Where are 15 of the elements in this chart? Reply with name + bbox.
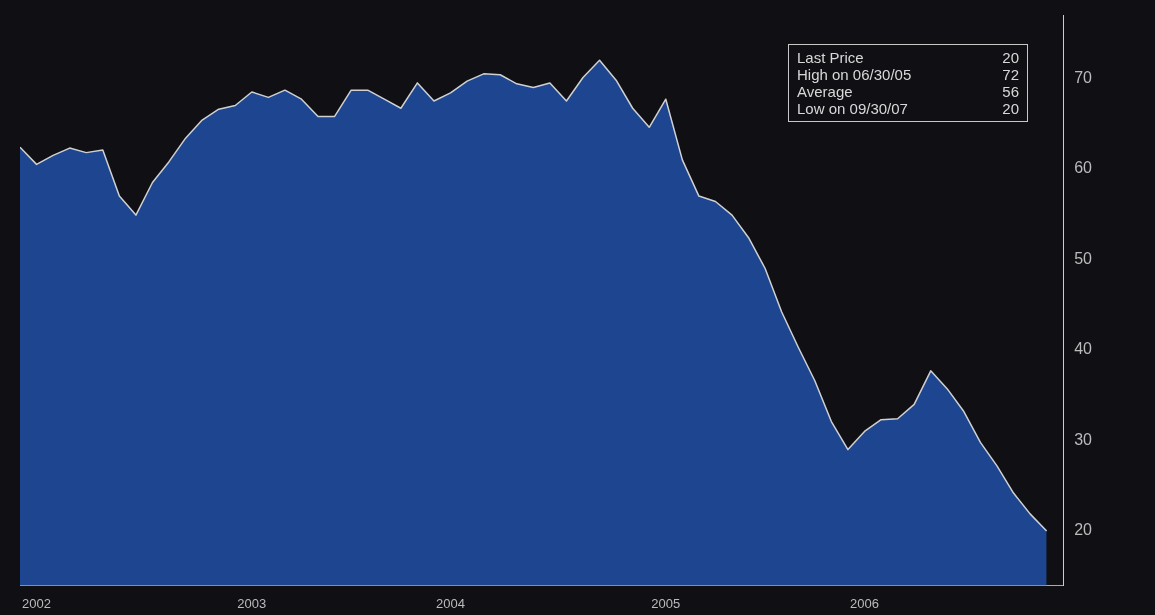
text: Last Price 20 [797, 49, 1019, 66]
text: Low on 09/30/07 20 [797, 100, 1019, 117]
y-tick-label: 40 [1074, 340, 1093, 358]
text: Average 56 [797, 83, 1019, 100]
y-tick-label: 20 [1074, 521, 1093, 539]
x-tick-label: 2002 [22, 595, 52, 611]
x-tick-label: 2004 [436, 595, 465, 611]
x-tick-label: 2003 [237, 595, 267, 611]
y-tick-label: 30 [1074, 430, 1093, 448]
text: High on 06/30/05 72 [797, 66, 1019, 83]
y-tick-label: 50 [1074, 249, 1093, 267]
x-tick-label: 2006 [850, 595, 879, 611]
y-tick-label: 70 [1074, 68, 1093, 86]
x-tick-label: 2005 [651, 595, 681, 611]
y-tick-label: 60 [1074, 159, 1093, 177]
